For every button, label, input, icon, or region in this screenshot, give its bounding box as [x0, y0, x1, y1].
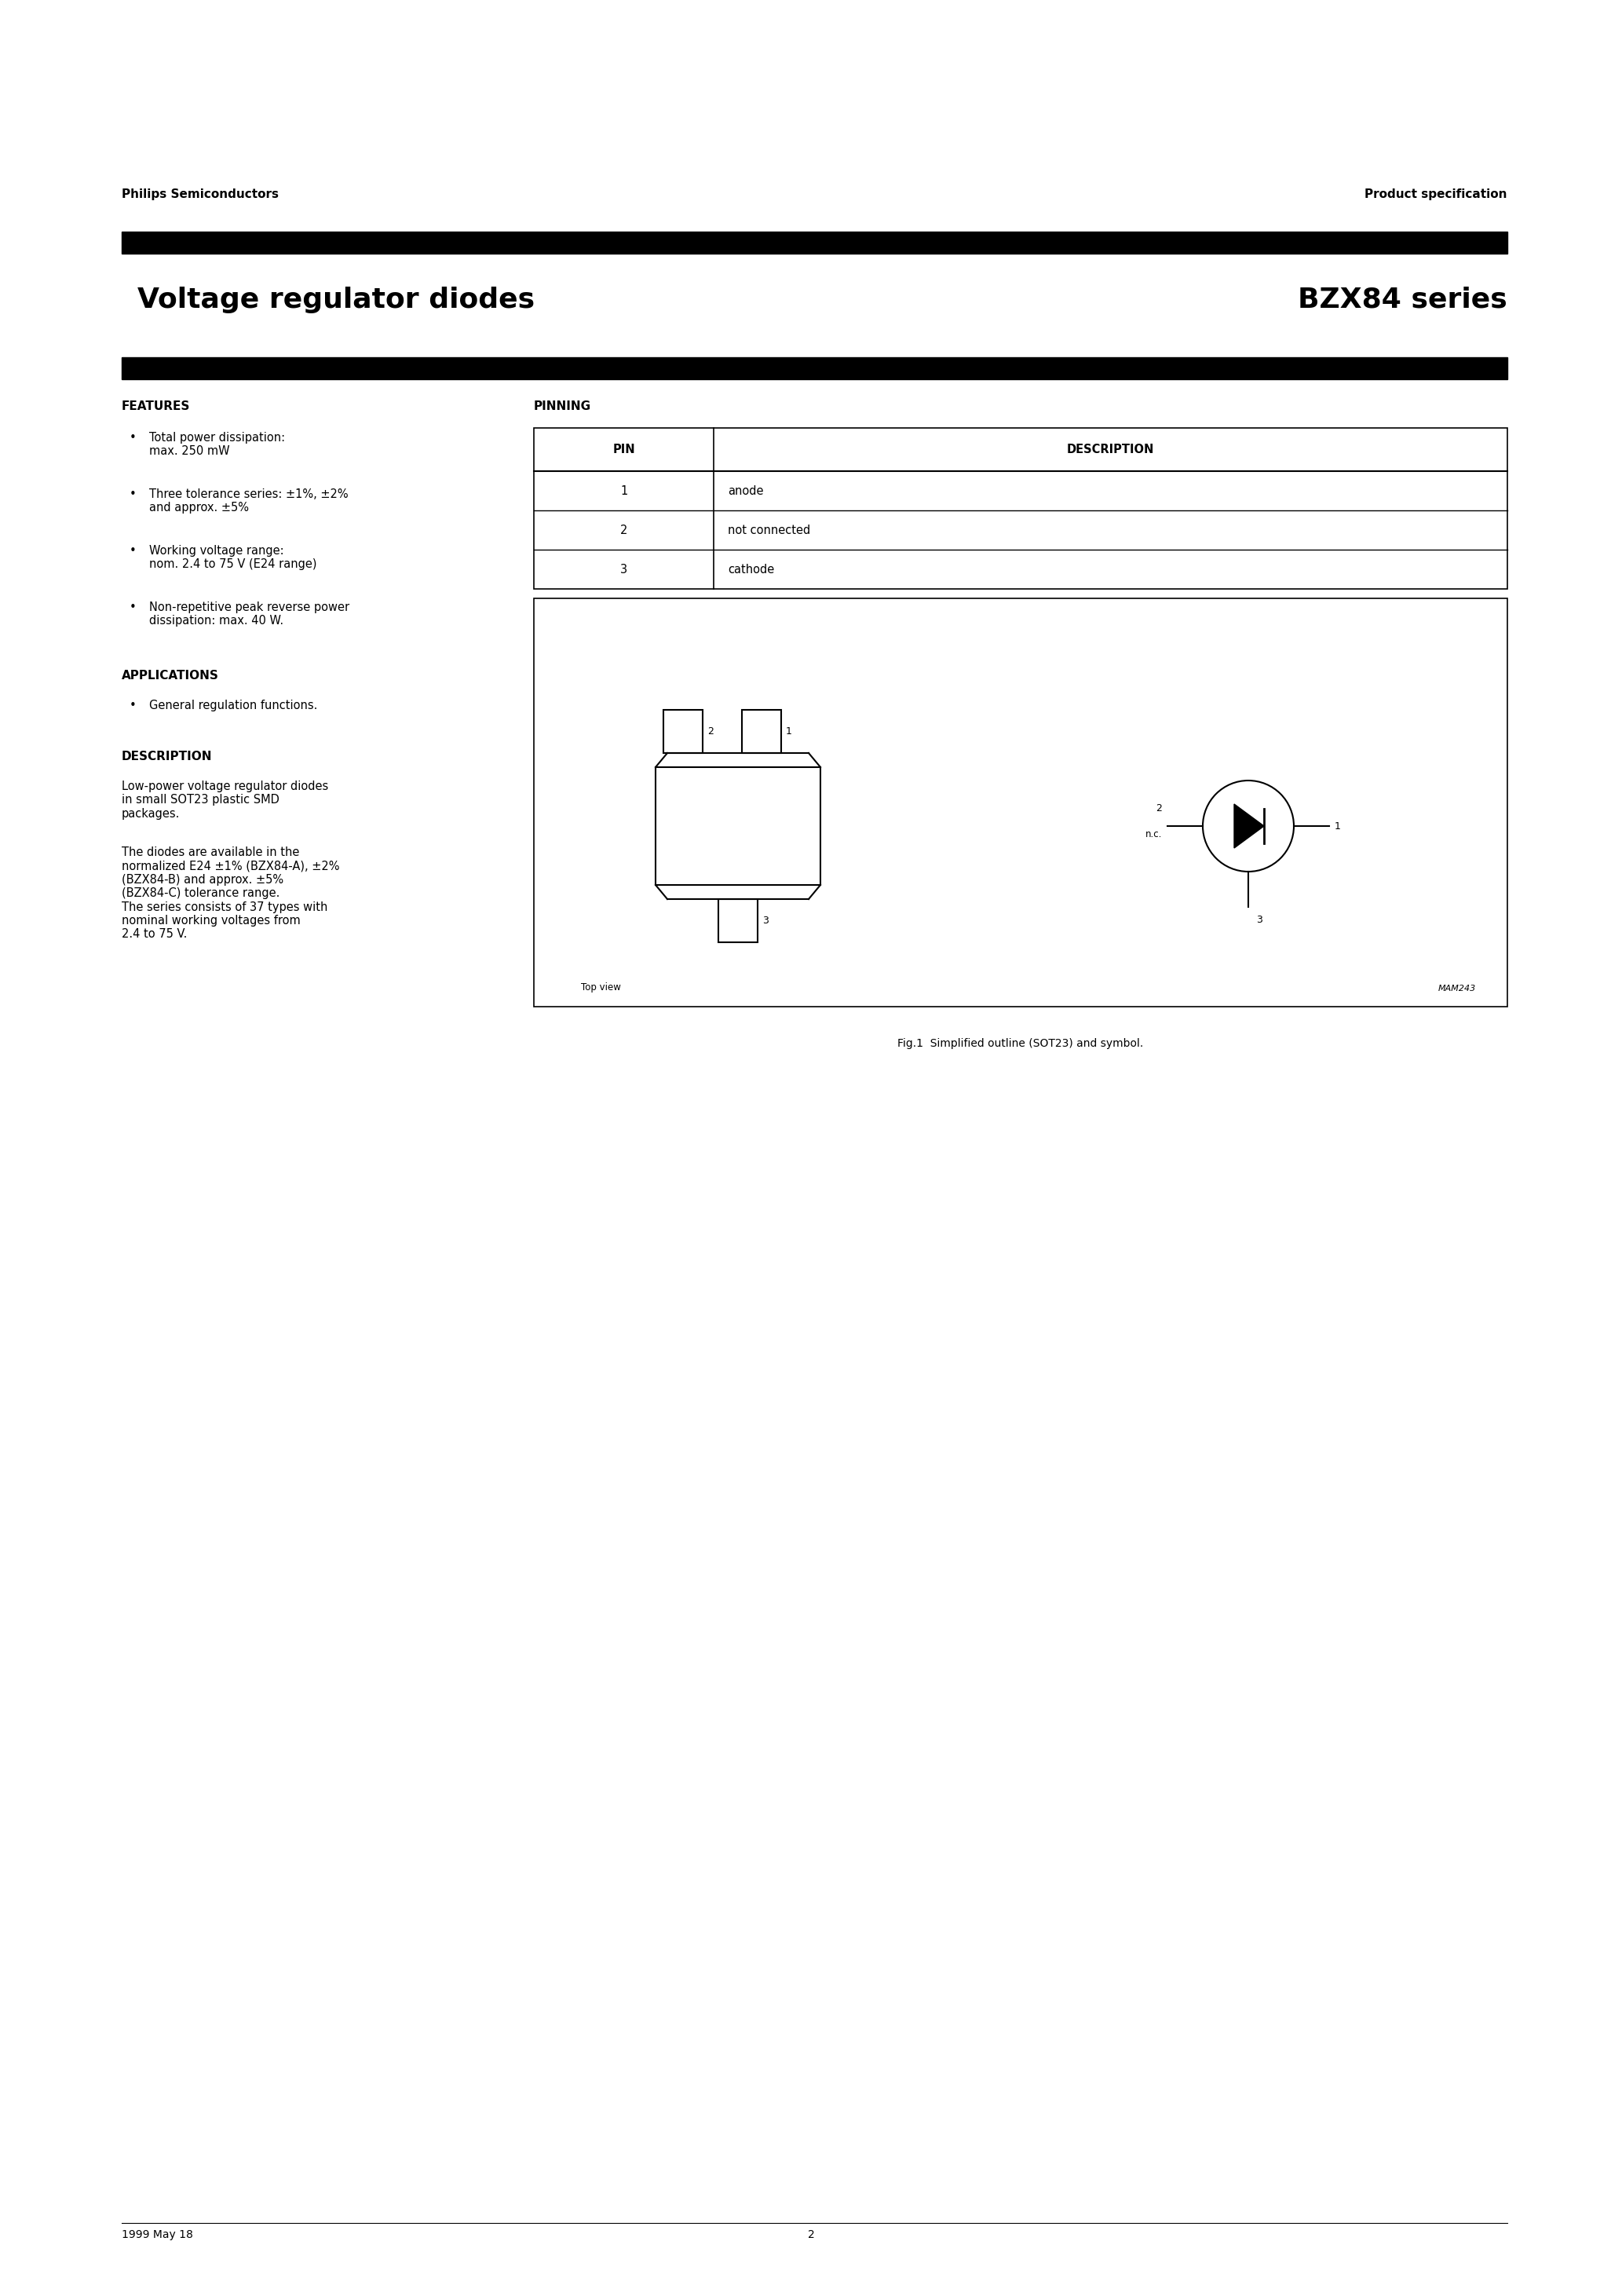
Text: DESCRIPTION: DESCRIPTION: [122, 751, 212, 762]
Text: 1: 1: [620, 484, 628, 496]
Text: 2: 2: [620, 523, 628, 535]
Text: PINNING: PINNING: [534, 400, 592, 413]
Bar: [663, 709, 702, 753]
Text: •: •: [130, 602, 136, 613]
Text: 2: 2: [1156, 804, 1161, 813]
Polygon shape: [1234, 804, 1264, 847]
Text: not connected: not connected: [728, 523, 811, 535]
Text: Three tolerance series: ±1%, ±2%
and approx. ±5%: Three tolerance series: ±1%, ±2% and app…: [149, 489, 349, 514]
Text: Top view: Top view: [581, 983, 621, 992]
Text: Philips Semiconductors: Philips Semiconductors: [122, 188, 279, 200]
Text: MAM243: MAM243: [1439, 985, 1476, 992]
Bar: [534, 427, 1507, 588]
Text: anode: anode: [728, 484, 764, 496]
Text: Total power dissipation:
max. 250 mW: Total power dissipation: max. 250 mW: [149, 432, 285, 457]
Text: 2: 2: [808, 2229, 814, 2241]
Text: FEATURES: FEATURES: [122, 400, 190, 413]
Text: Fig.1  Simplified outline (SOT23) and symbol.: Fig.1 Simplified outline (SOT23) and sym…: [897, 1038, 1144, 1049]
Bar: [719, 900, 757, 941]
Text: 2: 2: [707, 726, 714, 737]
Text: 1999 May 18: 1999 May 18: [122, 2229, 193, 2241]
Bar: [122, 358, 1507, 379]
Text: •: •: [130, 544, 136, 556]
Text: •: •: [130, 432, 136, 443]
Text: BZX84 series: BZX84 series: [1298, 287, 1507, 312]
Bar: [534, 599, 1507, 1006]
Text: 3: 3: [1255, 914, 1262, 925]
Text: •: •: [130, 700, 136, 712]
Text: •: •: [130, 489, 136, 501]
Text: Low-power voltage regulator diodes
in small SOT23 plastic SMD
packages.: Low-power voltage regulator diodes in sm…: [122, 781, 328, 820]
Bar: [122, 232, 1507, 253]
Text: The diodes are available in the
normalized E24 ±1% (BZX84-A), ±2%
(BZX84-B) and : The diodes are available in the normaliz…: [122, 847, 339, 941]
Text: 3: 3: [762, 916, 769, 925]
Bar: [741, 709, 782, 753]
Text: n.c.: n.c.: [1145, 829, 1161, 840]
Text: PIN: PIN: [613, 443, 636, 455]
Text: 1: 1: [787, 726, 792, 737]
Text: cathode: cathode: [728, 563, 775, 576]
Text: Non-repetitive peak reverse power
dissipation: max. 40 W.: Non-repetitive peak reverse power dissip…: [149, 602, 349, 627]
Text: 3: 3: [620, 563, 628, 576]
Text: DESCRIPTION: DESCRIPTION: [1067, 443, 1155, 455]
Text: Product specification: Product specification: [1364, 188, 1507, 200]
Text: 1: 1: [1335, 822, 1341, 831]
Text: APPLICATIONS: APPLICATIONS: [122, 670, 219, 682]
Bar: [655, 767, 821, 884]
Text: Voltage regulator diodes: Voltage regulator diodes: [138, 287, 535, 312]
Text: General regulation functions.: General regulation functions.: [149, 700, 318, 712]
Text: Working voltage range:
nom. 2.4 to 75 V (E24 range): Working voltage range: nom. 2.4 to 75 V …: [149, 544, 316, 569]
